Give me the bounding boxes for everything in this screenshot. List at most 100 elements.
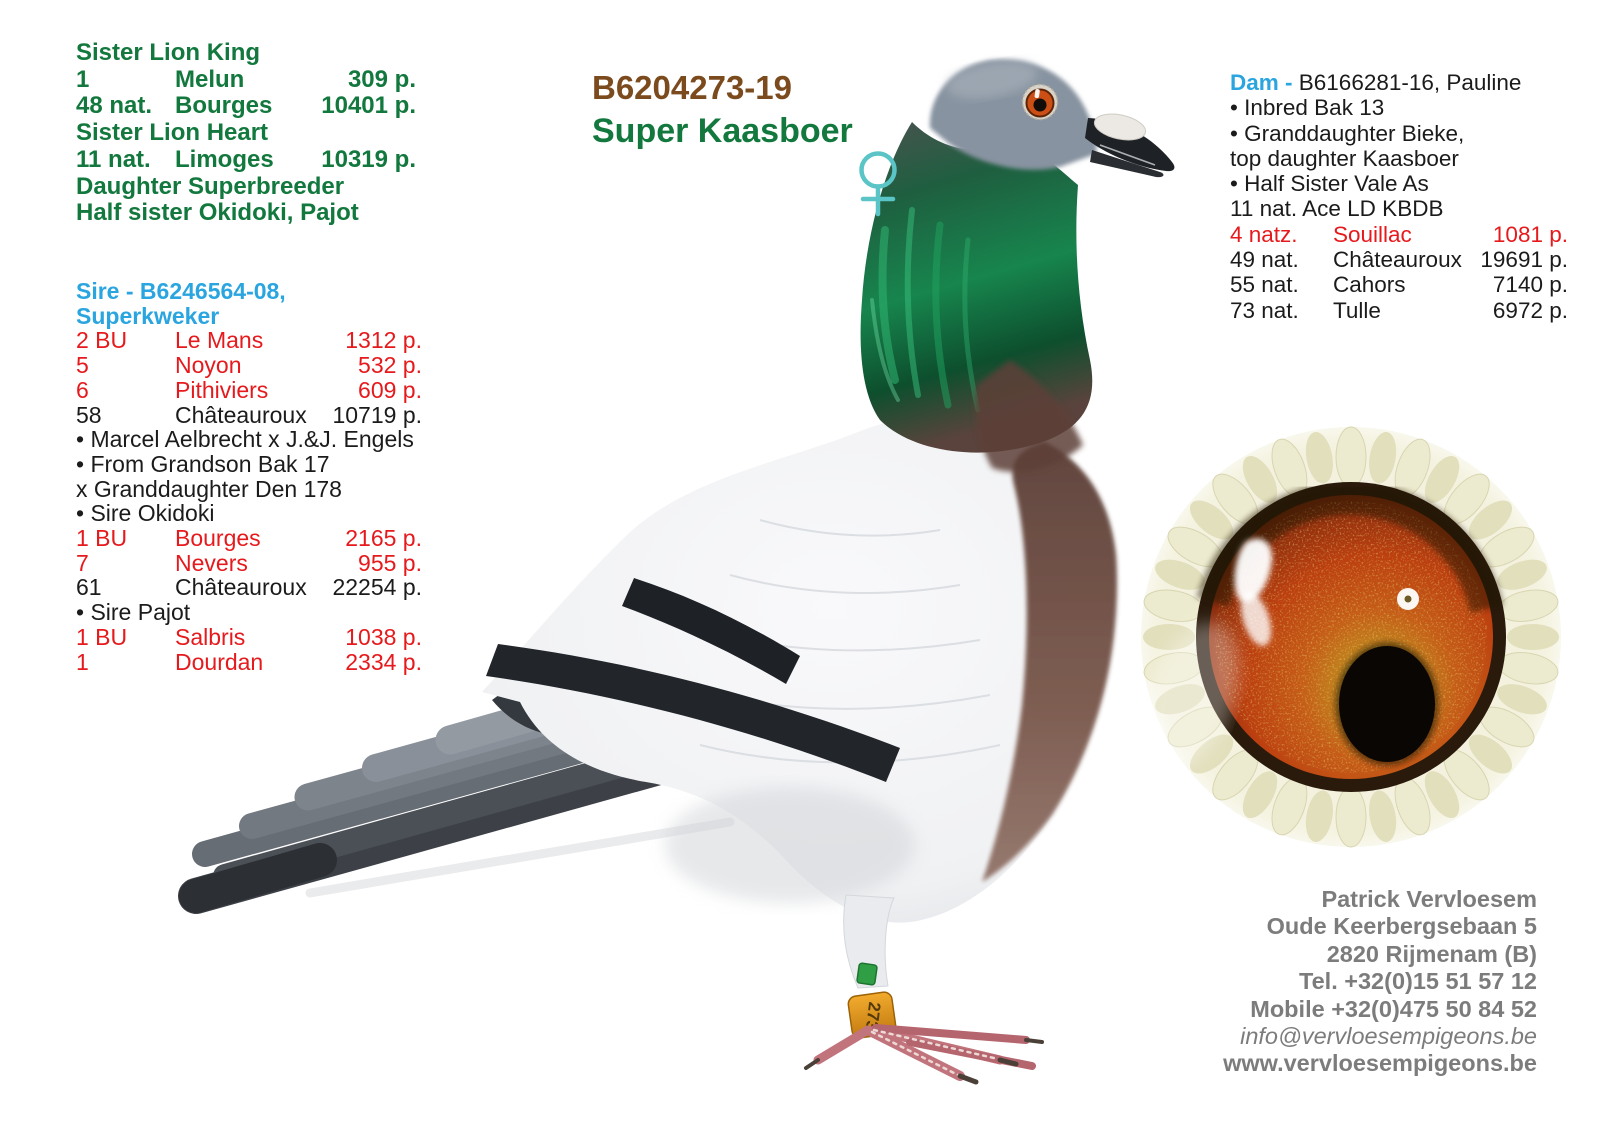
race-birds: 10319 p. [321, 145, 416, 173]
race-position: 1 BU [76, 525, 128, 552]
pigeon-legs: 273 [804, 894, 1044, 1085]
dam-note: • Inbred Bak 13 [1230, 95, 1385, 121]
race-birds: 2165 p. [345, 525, 422, 552]
race-birds: 22254 p. [332, 574, 422, 601]
race-row: 6 Pithiviers 609 p. [76, 378, 422, 403]
race-position: 1 BU [76, 623, 128, 650]
race-birds: 19691 p. [1480, 247, 1568, 273]
race-name: Tulle [1333, 297, 1381, 323]
race-position: 7 [76, 549, 89, 576]
pigeon-body [482, 415, 1117, 923]
contact-website: www.vervloesempigeons.be [1223, 1050, 1537, 1077]
race-name: Pithiviers [175, 376, 269, 403]
green-band [856, 962, 878, 986]
race-row: 1 BU Bourges 2165 p. [76, 526, 422, 551]
race-name: Melun [175, 65, 245, 93]
race-position: 73 nat. [1230, 297, 1299, 323]
race-row: 7 Nevers 955 p. [76, 551, 422, 576]
sire-note: • Sire Okidoki [76, 500, 215, 527]
race-row: 49 nat. Châteauroux 19691 p. [1230, 247, 1568, 272]
race-row: 1 Dourdan 2334 p. [76, 648, 422, 675]
results-heading: Sister Lion King [76, 39, 261, 66]
race-position: 2 BU [76, 327, 128, 354]
race-name: Limoges [175, 145, 274, 173]
top-results-block: Sister Lion King 1 Melun 309 p. 48 nat. … [76, 39, 416, 227]
race-name: Châteauroux [175, 401, 307, 428]
race-row: 55 nat. Cahors 7140 p. [1230, 272, 1568, 297]
race-birds: 6972 p. [1492, 297, 1568, 323]
wing-bars [486, 578, 900, 782]
race-name: Châteauroux [175, 574, 307, 601]
pigeon-beak [1085, 113, 1175, 178]
dam-note: • Half Sister Vale As [1230, 171, 1429, 197]
sire-note: • Sire Pajot [76, 599, 191, 626]
race-birds: 10719 p. [332, 401, 422, 428]
race-position: 1 [76, 648, 89, 675]
race-row: 73 nat. Tulle 6972 p. [1230, 298, 1568, 323]
race-position: 1 [76, 65, 90, 93]
race-birds: 609 p. [358, 376, 422, 403]
eye-photo [1127, 413, 1575, 861]
race-name: Salbris [175, 623, 246, 650]
results-heading: Sister Lion Heart [76, 119, 269, 147]
eye-highlight [1234, 538, 1273, 646]
race-row: 1 Melun 309 p. [76, 65, 416, 94]
race-position: 6 [76, 376, 89, 403]
race-name: Souillac [1333, 221, 1412, 247]
pigeon-head-eye [1021, 83, 1059, 121]
ring-number-title: B6204273-19 [592, 69, 792, 106]
race-position: 48 nat. [76, 92, 153, 120]
race-name: Le Mans [175, 327, 264, 354]
dam-note: • Granddaughter Bieke, [1230, 120, 1465, 146]
race-position: 61 [76, 574, 102, 601]
race-position: 4 natz. [1230, 221, 1298, 247]
race-position: 11 nat. [76, 145, 151, 173]
contact-city: 2820 Rijmenam (B) [1326, 940, 1537, 967]
race-row: 1 BU Salbris 1038 p. [76, 625, 422, 650]
race-birds: 7140 p. [1492, 272, 1568, 298]
race-row: 11 nat. Limoges 10319 p. [76, 145, 416, 174]
ring-band-number: 273 [862, 1001, 884, 1031]
race-birds: 1081 p. [1492, 221, 1568, 247]
contact-block: Patrick Vervloesem Oude Keerbergsebaan 5… [1223, 886, 1537, 1078]
race-birds: 1312 p. [345, 327, 422, 354]
race-position: 55 nat. [1230, 272, 1299, 298]
race-birds: 1038 p. [345, 623, 422, 650]
eye-pupil [1339, 646, 1435, 762]
dam-note: top daughter Kaasboer [1230, 145, 1459, 171]
race-name: Bourges [175, 525, 261, 552]
race-birds: 532 p. [358, 352, 422, 379]
race-name: Bourges [175, 92, 273, 120]
results-heading: Half sister Okidoki, Pajot [76, 199, 359, 227]
race-row: 4 natz. Souillac 1081 p. [1230, 222, 1568, 247]
neck-iridescence [870, 207, 981, 413]
pigeon-breast [982, 442, 1117, 882]
pigeon-photo: 273 [178, 59, 1175, 1085]
sire-note: • From Grandson Bak 17 [76, 450, 330, 477]
race-position: 49 nat. [1230, 247, 1299, 273]
race-position: 5 [76, 352, 89, 379]
race-name: Châteauroux [1333, 247, 1462, 273]
shoulder-patch [975, 360, 1083, 472]
race-row: 48 nat. Bourges 10401 p. [76, 93, 416, 120]
race-row: 5 Noyon 532 p. [76, 353, 422, 378]
dam-block: Dam - B6166281-16, Pauline • Inbred Bak … [1230, 70, 1568, 323]
dam-label: Dam - [1230, 70, 1299, 95]
contact-tel: Tel. +32(0)15 51 57 12 [1299, 968, 1537, 995]
dam-id: B6166281-16, Pauline [1298, 70, 1522, 95]
race-birds: 309 p. [347, 65, 416, 93]
pigeon-neck [860, 122, 1093, 453]
sire-note: x Granddaughter Den 178 [76, 475, 342, 502]
sire-note: • Marcel Aelbrecht x J.&J. Engels [76, 426, 414, 453]
race-name: Cahors [1333, 272, 1406, 298]
beak-cere [1093, 113, 1147, 141]
race-row: 2 BU Le Mans 1312 p. [76, 328, 422, 353]
sire-header: Sire - B6246564-08, Superkweker [76, 278, 286, 329]
race-row: 61 Châteauroux 22254 p. [76, 575, 422, 600]
race-birds: 2334 p. [345, 648, 422, 675]
race-position: 58 [76, 401, 102, 428]
contact-name: Patrick Vervloesem [1321, 886, 1537, 912]
contact-street: Oude Keerbergsebaan 5 [1266, 913, 1537, 940]
race-name: Nevers [175, 549, 248, 576]
